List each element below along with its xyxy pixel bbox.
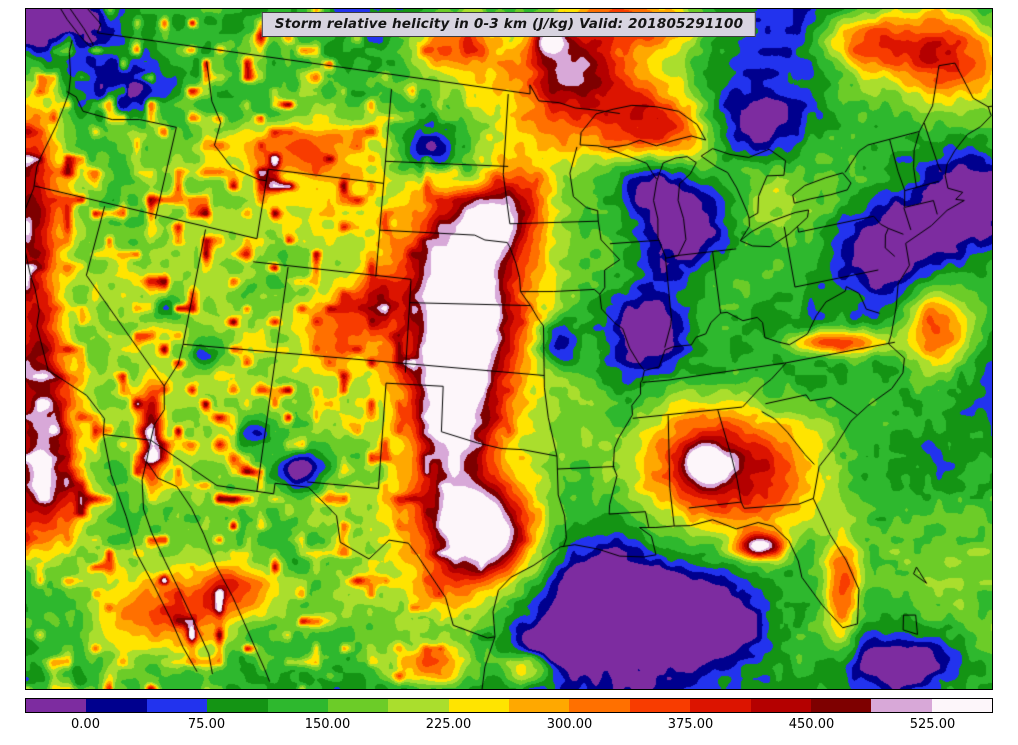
colorbar-segment (26, 699, 87, 712)
colorbar-tick-label: 0.00 (71, 717, 100, 732)
colorbar-segment (629, 699, 691, 712)
colorbar-segment (871, 699, 932, 712)
colorbar-segment (327, 699, 389, 712)
colorbar-segment (388, 699, 449, 712)
colorbar-segment (146, 699, 208, 712)
colorbar-segment (690, 699, 751, 712)
colorbar-segment (750, 699, 811, 712)
plot-title: Storm relative helicity in 0-3 km (J/kg)… (261, 12, 757, 37)
colorbar-segment (569, 699, 630, 712)
colorbar-tick-label: 150.00 (304, 717, 351, 732)
colorbar-tick-label: 300.00 (546, 717, 593, 732)
map-frame: Storm relative helicity in 0-3 km (J/kg)… (25, 8, 993, 690)
colorbar-segment (267, 699, 328, 712)
colorbar-segment (207, 699, 268, 712)
colorbar-segment (448, 699, 509, 712)
colorbar (25, 698, 993, 713)
colorbar-segment (810, 699, 872, 712)
colorbar-tick-label: 375.00 (667, 717, 714, 732)
colorbar-tick-label: 525.00 (909, 717, 956, 732)
colorbar-segment (931, 699, 992, 712)
colorbar-segment (86, 699, 147, 712)
colorbar-tick-label: 450.00 (788, 717, 835, 732)
colorbar-tick-label: 225.00 (425, 717, 472, 732)
colorbar-labels: 0.00 75.00 150.00 225.00 300.00 375.00 450.00 5… (25, 717, 993, 737)
colorbar-segment (509, 699, 570, 712)
helicity-field-canvas (26, 9, 992, 689)
colorbar-tick-label: 75.00 (187, 717, 226, 732)
